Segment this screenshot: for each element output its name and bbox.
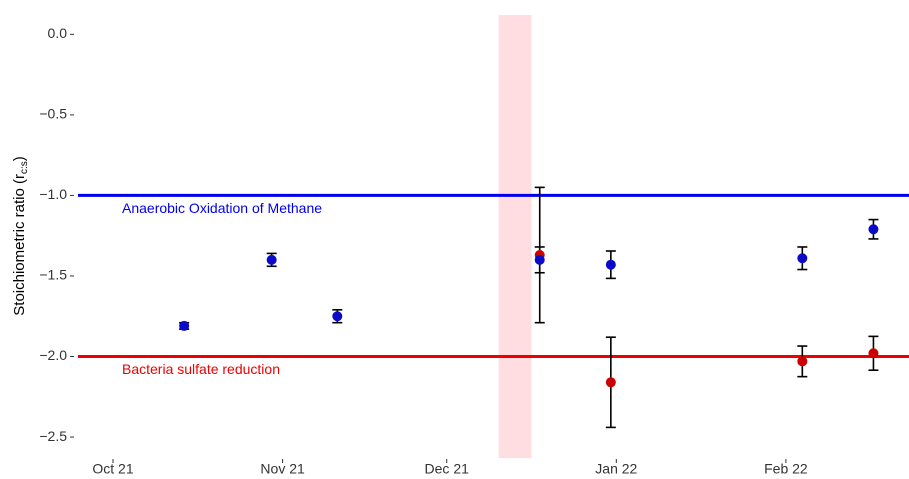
x-tick-label: Feb 22	[764, 461, 808, 477]
x-tick-label: Dec 21	[425, 461, 470, 477]
point	[797, 356, 808, 367]
point	[332, 311, 343, 322]
point	[868, 348, 879, 359]
point	[266, 254, 277, 265]
y-label-close: )	[11, 156, 28, 161]
y-tick-label: −2.0	[39, 347, 67, 363]
point	[605, 377, 616, 388]
x-tick-label: Oct 21	[92, 461, 133, 477]
y-tick-label: −2.5	[39, 428, 67, 444]
y-tick-label: −0.5	[39, 106, 67, 122]
point	[868, 224, 879, 235]
point	[534, 254, 545, 265]
point	[179, 320, 190, 331]
reference-label: Bacteria sulfate reduction	[122, 361, 280, 377]
point	[605, 259, 616, 270]
y-tick-label: −1.0	[39, 186, 67, 202]
shade-band	[498, 15, 532, 458]
y-label-main: Stoichiometric ratio (r	[11, 174, 28, 316]
point	[797, 253, 808, 264]
y-tick-label: 0.0	[48, 25, 68, 41]
x-tick-label: Jan 22	[595, 461, 637, 477]
x-tick-label: Nov 21	[260, 461, 305, 477]
reference-label: Anaerobic Oxidation of Methane	[122, 200, 322, 216]
y-tick-label: −1.5	[39, 267, 67, 283]
y-axis-label: Stoichiometric ratio (rc:s)	[11, 156, 30, 315]
y-label-sub: c:s	[19, 161, 30, 174]
